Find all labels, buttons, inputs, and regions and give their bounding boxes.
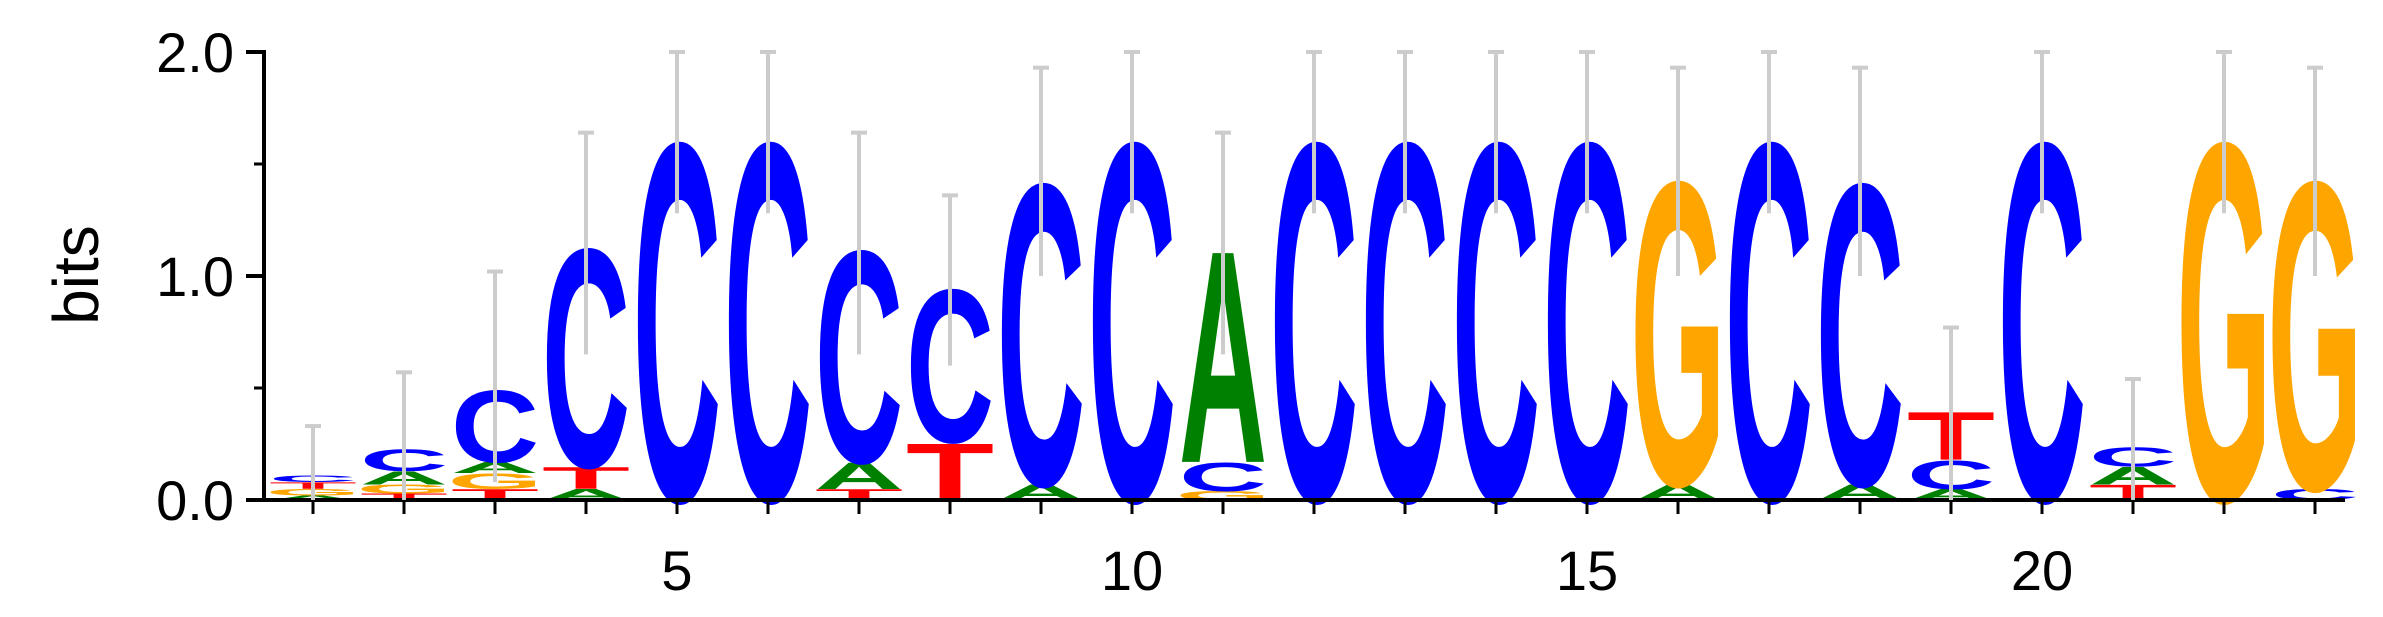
y-tick-label: 1.0 <box>156 245 234 308</box>
x-tick-label: 20 <box>2011 539 2073 602</box>
error-bar <box>942 193 958 366</box>
logo-letter-c: C <box>1179 455 1267 500</box>
error-bar <box>1852 65 1868 276</box>
error-bar <box>2125 377 2141 500</box>
error-bar <box>669 50 685 214</box>
y-tick-label: 2.0 <box>156 21 234 84</box>
y-tick-label: 0.0 <box>156 469 234 532</box>
error-bar <box>1124 50 1140 214</box>
error-bar <box>1306 50 1322 214</box>
x-tick-label: 10 <box>1101 539 1163 602</box>
error-bar <box>2307 65 2323 276</box>
x-tick-label: 15 <box>1556 539 1618 602</box>
error-bar <box>1579 50 1595 214</box>
error-bar <box>1943 325 1959 500</box>
error-bar <box>2034 50 2050 214</box>
logo-letter-t: T <box>542 461 630 496</box>
error-bar <box>487 269 503 483</box>
error-bar <box>1397 50 1413 214</box>
error-bar <box>851 130 867 355</box>
error-bars <box>305 50 2323 500</box>
x-ticks: 5 10 15 20 <box>311 500 2317 602</box>
error-bar <box>396 370 412 500</box>
error-bar <box>1033 65 1049 276</box>
error-bar <box>1670 65 1686 276</box>
y-ticks: 0.0 1.0 2.0 <box>156 21 264 532</box>
error-bar <box>578 130 594 355</box>
logo-letter-a: A <box>815 455 903 497</box>
error-bar <box>1761 50 1777 214</box>
error-bar <box>1488 50 1504 214</box>
error-bar <box>1215 130 1231 355</box>
error-bar <box>305 424 321 500</box>
x-tick-label: 5 <box>661 539 692 602</box>
y-axis-label: bits <box>40 225 112 325</box>
error-bar <box>2216 50 2232 214</box>
logo-letters: AGTCTGACTGACATCCCTACTCACCGCACCCCAGCACACT… <box>265 36 2362 610</box>
error-bar <box>760 50 776 214</box>
